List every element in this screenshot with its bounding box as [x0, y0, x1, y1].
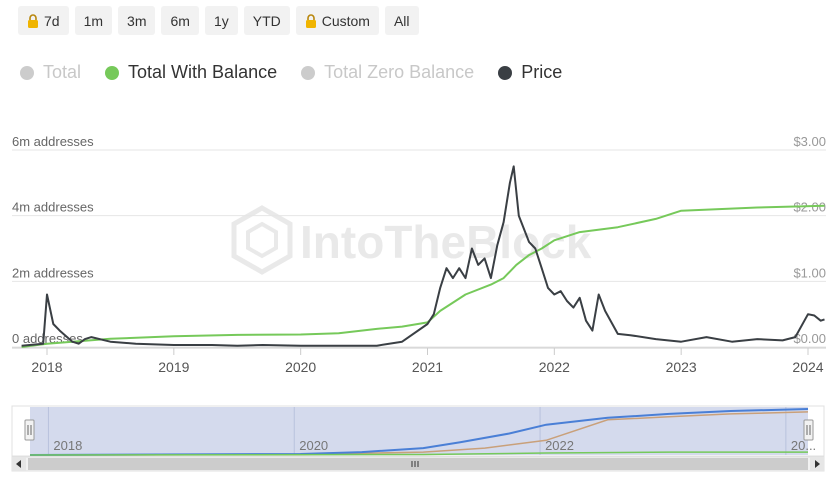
range-button-label: All [393, 12, 410, 29]
legend-marker [20, 65, 34, 80]
grid [12, 149, 826, 348]
range-button-label: 7d [44, 12, 60, 29]
right-tick-label: $3.00 [793, 134, 826, 149]
legend-item-price[interactable]: Price [498, 62, 562, 83]
x-tick-label: 2022 [539, 359, 570, 375]
legend-marker [105, 65, 120, 80]
navigator-total-line [29, 408, 809, 456]
range-button-label: 1y [213, 12, 229, 29]
right-tick-label: $0.00 [793, 331, 826, 346]
range-button-1y[interactable]: 1y [204, 6, 238, 35]
range-button-3m[interactable]: 3m [118, 6, 156, 35]
navigator-grid [47, 407, 787, 455]
range-button-ytd[interactable]: YTD [243, 6, 290, 35]
range-button-label: 1m [83, 12, 104, 29]
navigator-series [29, 408, 809, 456]
legend-item-total[interactable]: Total [20, 62, 81, 83]
range-button-all[interactable]: All [384, 6, 419, 35]
legend-label: Total Zero Balance [324, 62, 475, 82]
left-tick-label: 2m addresses [12, 265, 94, 280]
series-line-total-with-balance [21, 204, 825, 348]
scroll-left-arrow-icon[interactable] [12, 457, 26, 471]
lock-icon [28, 13, 38, 28]
range-button-6m[interactable]: 6m [161, 6, 199, 35]
time-range-selector: 7d 1m 3m 6m 1y YTD Custom All [18, 6, 419, 35]
right-axis: $0.00 $1.00 $2.00 $3.00 [793, 134, 826, 346]
watermark-text: IntoTheBlock [300, 216, 592, 268]
x-tick-label: 2023 [666, 359, 697, 375]
range-button-custom[interactable]: Custom [295, 6, 379, 35]
x-tick-label: 2024 [792, 359, 823, 375]
series-layer [21, 165, 825, 348]
lock-icon [305, 13, 316, 28]
x-tick-label: 2021 [412, 359, 443, 375]
x-tick-label: 2019 [158, 359, 189, 375]
navigator-label: 2022 [545, 438, 574, 453]
legend-marker [498, 65, 513, 80]
series-line-price [21, 165, 825, 347]
watermark: IntoTheBlock [231, 205, 592, 275]
chart-legend: Total Total With Balance Total Zero Balanc… [20, 62, 562, 83]
right-tick-label: $2.00 [793, 200, 826, 215]
x-axis: 2018 2019 2020 2021 2022 2023 2024 [12, 347, 826, 375]
navigator-right-handle[interactable] [803, 419, 814, 441]
range-button-1m[interactable]: 1m [74, 6, 113, 35]
x-tick-label: 2018 [31, 359, 62, 375]
navigator-label: 2018 [53, 438, 82, 453]
left-tick-label: 4m addresses [12, 200, 94, 215]
legend-label: Total With Balance [128, 62, 278, 82]
legend-marker [301, 65, 316, 80]
navigator-balance-line [29, 451, 808, 456]
left-tick-label: 6m addresses [12, 134, 94, 149]
range-button-label: 3m [127, 12, 147, 29]
navigator-labels: 2018 2020 2022 20... [53, 438, 816, 453]
range-button-label: 6m [170, 12, 190, 29]
range-button-label: YTD [252, 12, 281, 29]
right-tick-label: $1.00 [793, 265, 826, 280]
legend-item-total-with-balance[interactable]: Total With Balance [105, 62, 277, 83]
legend-label: Price [521, 62, 563, 82]
navigator-selection[interactable] [30, 407, 808, 455]
legend-item-total-zero-balance[interactable]: Total Zero Balance [301, 62, 474, 83]
scrollbar-grip-icon [411, 461, 419, 467]
navigator-label: 20... [791, 438, 816, 453]
legend-label: Total [43, 62, 82, 82]
range-button-label: Custom [321, 12, 370, 29]
x-tick-label: 2020 [285, 359, 316, 375]
scroll-right-arrow-icon[interactable] [810, 457, 824, 471]
range-button-7d[interactable]: 7d [18, 6, 69, 35]
navigator-left-handle[interactable] [24, 419, 35, 441]
navigator-label: 2020 [299, 438, 328, 453]
